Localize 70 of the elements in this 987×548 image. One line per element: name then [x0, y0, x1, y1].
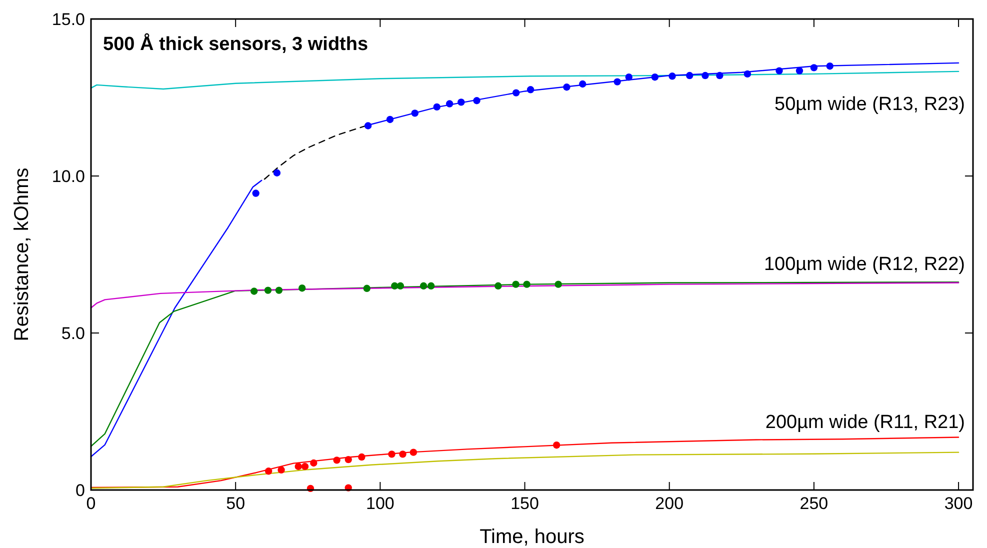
point: [668, 72, 676, 80]
point: [796, 67, 804, 74]
y-tick-label: 0: [76, 481, 85, 500]
point: [686, 72, 694, 80]
point: [344, 456, 352, 464]
x-tick-label: 100: [366, 494, 394, 513]
point: [552, 442, 560, 449]
x-tick-label: 150: [510, 494, 539, 513]
point: [702, 72, 709, 80]
point: [264, 468, 272, 475]
point: [446, 100, 454, 108]
point: [512, 89, 520, 96]
point: [399, 450, 406, 458]
point: [388, 450, 396, 458]
point: [473, 97, 480, 104]
line-series: [90, 282, 960, 308]
point: [526, 86, 534, 94]
point: [273, 169, 281, 176]
point: [523, 280, 530, 288]
point: [310, 459, 318, 467]
point: [358, 453, 366, 461]
point: [294, 462, 302, 470]
annotation: 50µm wide (R13, R23): [774, 94, 965, 115]
point: [250, 288, 258, 295]
point: [810, 64, 818, 72]
point: [776, 67, 783, 74]
point: [298, 284, 306, 292]
point: [333, 456, 340, 464]
point: [744, 70, 752, 78]
point: [410, 448, 418, 456]
text: 500 Å thick sensors, 3 widths: [103, 33, 368, 55]
point: [301, 462, 309, 470]
x-tick-label: 200: [655, 494, 684, 513]
point: [494, 282, 502, 290]
y-tick-label: 10.0: [52, 167, 85, 186]
x-tick-label: 250: [800, 494, 828, 513]
point: [252, 190, 260, 197]
line-series: [90, 452, 960, 489]
point: [396, 282, 404, 290]
point: [554, 280, 562, 288]
x-tick-label: 50: [226, 494, 246, 513]
point: [614, 78, 621, 86]
point: [364, 122, 372, 130]
y-tick-label: 5.0: [61, 324, 85, 343]
annotation: 100µm wide (R12, R22): [764, 254, 965, 275]
point: [826, 62, 834, 70]
point: [651, 73, 658, 81]
point: [563, 84, 570, 91]
point: [420, 282, 428, 290]
point: [716, 72, 724, 80]
y-axis-title: Resistance, kOhms: [11, 168, 33, 342]
x-axis-title: Time, hours: [480, 526, 584, 548]
line-series: [90, 436, 960, 488]
line-series: [90, 180, 262, 458]
line-series: [90, 70, 960, 90]
point: [433, 103, 440, 111]
point: [275, 286, 283, 294]
point: [411, 110, 418, 117]
point: [625, 73, 632, 81]
point: [386, 116, 394, 124]
annotation: 200µm wide (R11, R21): [765, 412, 965, 433]
point: [264, 286, 272, 294]
point: [278, 466, 285, 474]
x-tick-label: 300: [944, 494, 973, 513]
point: [512, 280, 520, 288]
point: [579, 80, 586, 88]
point: [458, 98, 465, 106]
y-tick-label: 15.0: [52, 10, 85, 29]
point: [427, 282, 435, 290]
point: [363, 284, 370, 292]
